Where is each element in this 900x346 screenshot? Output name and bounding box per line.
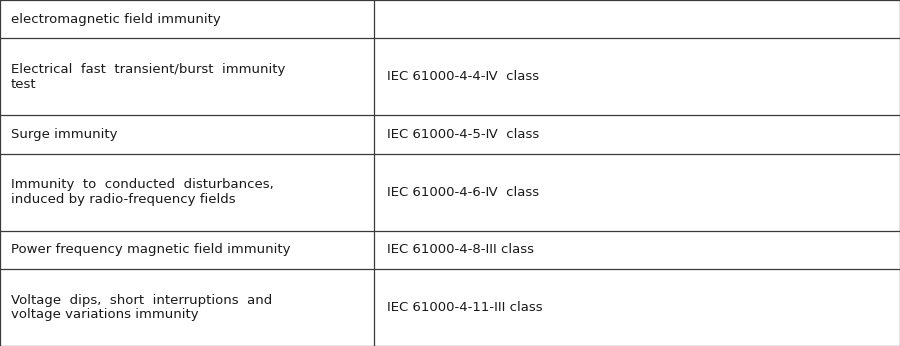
Text: Surge immunity: Surge immunity (11, 128, 117, 141)
Text: test: test (11, 78, 36, 91)
Text: induced by radio-frequency fields: induced by radio-frequency fields (11, 193, 236, 206)
Text: Electrical  fast  transient/burst  immunity: Electrical fast transient/burst immunity (11, 63, 285, 76)
Text: IEC 61000-4-5-Ⅳ  class: IEC 61000-4-5-Ⅳ class (387, 128, 539, 141)
Text: IEC 61000-4-11-III class: IEC 61000-4-11-III class (387, 301, 543, 314)
Text: IEC 61000-4-8-III class: IEC 61000-4-8-III class (387, 243, 534, 256)
Text: electromagnetic field immunity: electromagnetic field immunity (11, 13, 220, 26)
Text: Immunity  to  conducted  disturbances,: Immunity to conducted disturbances, (11, 179, 274, 191)
Text: Voltage  dips,  short  interruptions  and: Voltage dips, short interruptions and (11, 294, 272, 307)
Text: IEC 61000-4-4-Ⅳ  class: IEC 61000-4-4-Ⅳ class (387, 70, 539, 83)
Text: Power frequency magnetic field immunity: Power frequency magnetic field immunity (11, 243, 291, 256)
Text: voltage variations immunity: voltage variations immunity (11, 308, 198, 321)
Text: IEC 61000-4-6-Ⅳ  class: IEC 61000-4-6-Ⅳ class (387, 186, 539, 199)
